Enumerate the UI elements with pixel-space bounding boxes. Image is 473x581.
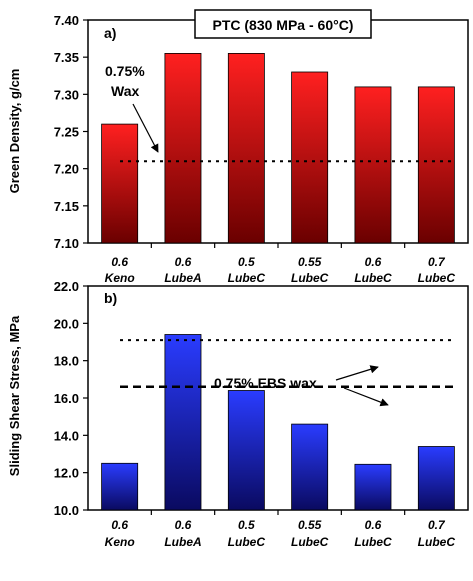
y-axis-label-b: Sliding Shear Stress, MPa	[7, 315, 22, 476]
y-tick-label: 7.25	[54, 125, 79, 140]
x-tick-label: 0.7	[428, 255, 446, 269]
bar-b-0	[101, 462, 139, 511]
bar-a-2	[227, 53, 265, 244]
x-tick-label: 0.5	[238, 255, 255, 269]
y-axis-label-a: Green Density, g/cm	[7, 69, 22, 194]
bar-b-1	[164, 334, 202, 511]
y-tick-label: 20.0	[54, 316, 79, 331]
y-tick-label: 7.10	[54, 236, 79, 251]
y-tick-label: 14.0	[54, 428, 79, 443]
x-tick-label: 0.6	[365, 518, 382, 532]
x-tick-label: LubeC	[291, 271, 329, 285]
panel-label-a: a)	[104, 25, 116, 41]
x-tick-label: LubeA	[164, 535, 201, 549]
bar-a-3	[291, 71, 329, 244]
x-tick-label: LubeC	[354, 271, 392, 285]
title-box	[194, 9, 372, 39]
x-tick-label: LubeC	[228, 535, 266, 549]
x-tick-label: LubeA	[164, 271, 201, 285]
x-tick-label: LubeC	[418, 271, 456, 285]
annotation-b-arrow-upper	[335, 365, 379, 381]
x-tick-label: 0.6	[175, 518, 192, 532]
annotation-b-arrow-lower	[343, 387, 389, 407]
y-tick-label: 7.35	[54, 50, 79, 65]
plot-frame-b	[87, 285, 469, 511]
panel-a: 7.10 7.15 7.20 7.25 7.30 7.35 7.40 0.6 Keno 0.6 L…	[7, 9, 469, 285]
x-tick-label: 0.55	[298, 255, 322, 269]
x-tick-label: LubeC	[228, 271, 266, 285]
annotation-a-arrow	[132, 103, 159, 153]
panel-b: 10.0 12.0 14.0 16.0 18.0 20.0 22.0 0.6 Keno 0.6 L…	[7, 279, 469, 549]
x-tick-label: 0.6	[111, 518, 128, 532]
x-tick-label: 0.5	[238, 518, 255, 532]
y-tick-label: 7.20	[54, 162, 79, 177]
x-tick-label: LubeC	[418, 535, 456, 549]
x-tick-label: Keno	[105, 535, 135, 549]
y-tick-label: 7.30	[54, 87, 79, 102]
y-tick-label: 7.15	[54, 199, 79, 214]
x-tick-label: 0.7	[428, 518, 446, 532]
y-tick-label: 10.0	[54, 503, 79, 518]
y-tick-label: 18.0	[54, 354, 79, 369]
x-tick-label: 0.6	[111, 255, 128, 269]
y-tick-label: 16.0	[54, 391, 79, 406]
annotation-a-line2: Wax	[111, 83, 139, 99]
bar-b-2	[227, 390, 265, 511]
bar-a-0	[101, 123, 139, 244]
y-tick-label: 7.40	[54, 13, 79, 28]
x-tick-label: LubeC	[354, 535, 392, 549]
bar-a-5	[417, 86, 455, 244]
chart-title: PTC (830 MPa - 60°C)	[213, 17, 354, 33]
x-tick-label: 0.6	[175, 255, 192, 269]
y-tick-label: 22.0	[54, 279, 79, 294]
bar-b-5	[417, 446, 455, 511]
plot-frame-a	[87, 19, 469, 244]
bar-b-3	[291, 423, 329, 511]
bar-b-4	[354, 463, 392, 511]
x-tick-label: 0.6	[365, 255, 382, 269]
y-tick-label: 12.0	[54, 466, 79, 481]
panel-label-b: b)	[104, 290, 117, 306]
x-tick-label: Keno	[105, 271, 135, 285]
x-tick-label: LubeC	[291, 535, 329, 549]
bar-a-4	[354, 86, 392, 244]
annotation-b: 0.75% EBS wax	[214, 375, 317, 391]
annotation-a-line1: 0.75%	[105, 63, 145, 79]
bar-a-1	[164, 53, 202, 244]
x-tick-label: 0.55	[298, 518, 322, 532]
